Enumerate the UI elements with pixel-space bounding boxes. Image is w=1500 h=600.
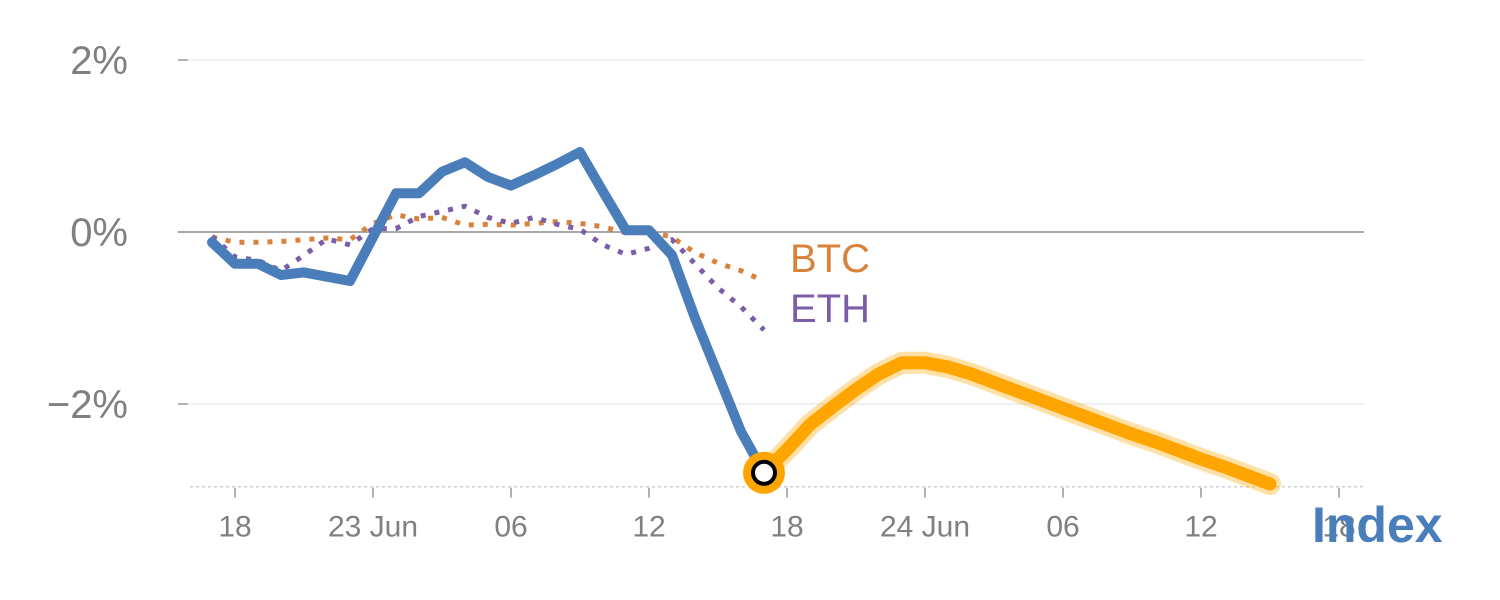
forecast-line [757, 356, 1277, 491]
index-series-label: Index [1312, 497, 1443, 553]
axes: 2% 0% −2% 18 23 Jun 06 12 18 24 Jun 06 12 18 [47, 39, 1364, 544]
x-tick-label: 23 Jun [328, 511, 418, 544]
y-tick-label: 0% [70, 211, 128, 255]
x-tick-label: 06 [1046, 511, 1079, 544]
eth-line [210, 203, 766, 332]
eth-series-label: ETH [790, 287, 870, 331]
x-tick-label: 18 [1322, 511, 1355, 544]
y-tick-label: 2% [70, 39, 128, 83]
x-tick-label: 12 [632, 511, 665, 544]
btc-series-label: BTC [790, 237, 870, 281]
x-tick-label: 24 Jun [880, 511, 970, 544]
x-tick-label: 18 [218, 511, 251, 544]
x-tick-label: 06 [494, 511, 527, 544]
forecast-line-glow [753, 351, 1281, 495]
series-labels: BTC ETH Index [790, 237, 1443, 553]
y-tick-label: −2% [47, 383, 128, 427]
x-tick-label: 18 [770, 511, 803, 544]
series-lines [207, 147, 1281, 495]
index-line [207, 147, 769, 478]
endpoint-marker [751, 459, 777, 486]
x-tick-label: 12 [1184, 511, 1217, 544]
gridlines [178, 59, 1364, 405]
